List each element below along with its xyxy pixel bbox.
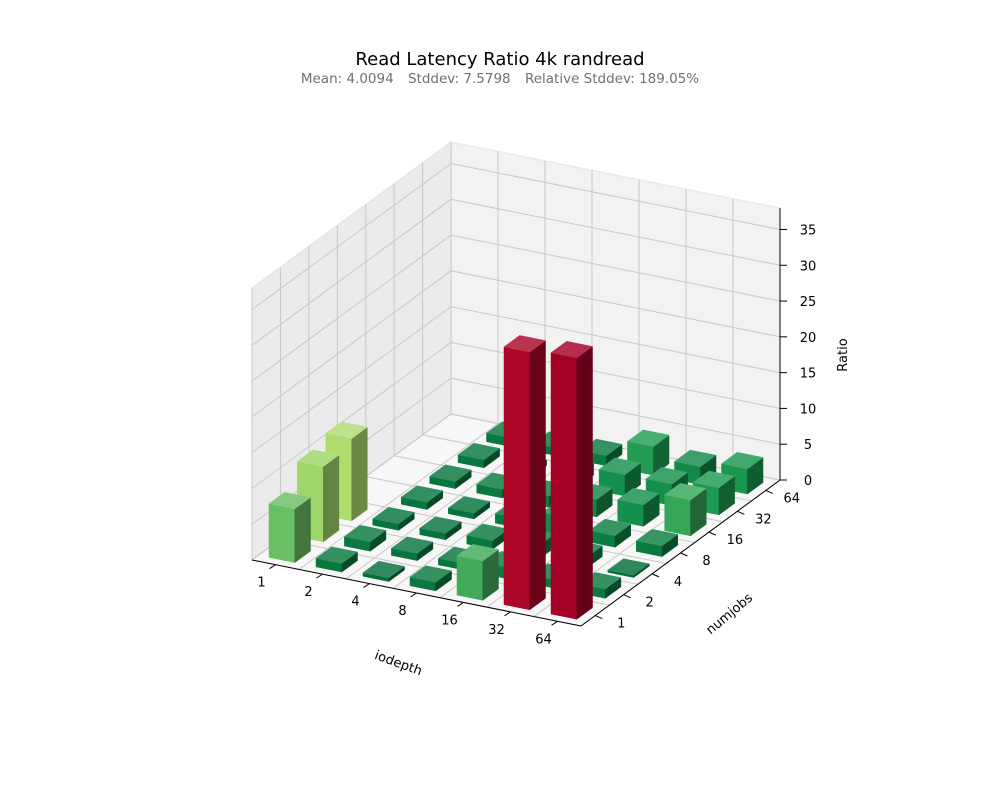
bar-iodepth-16-numjobs-1	[456, 544, 500, 601]
iodepth-axis-label: iodepth	[372, 648, 424, 679]
ratio-tick-label: 5	[804, 438, 812, 453]
iodepth-tick-label: 8	[398, 604, 406, 619]
numjobs-tick	[651, 573, 660, 578]
ratio-tick-label: 0	[804, 474, 812, 489]
ratio-tick-label: 15	[800, 367, 817, 382]
numjobs-tick-label: 2	[646, 596, 654, 611]
iodepth-tick-label: 32	[488, 623, 505, 638]
bar-iodepth-32-numjobs-16	[617, 487, 660, 527]
subtitle-relative-stddev: Relative Stddev: 189.05%	[524, 71, 700, 87]
iodepth-tick	[457, 602, 464, 607]
iodepth-tick-label: 16	[441, 613, 458, 628]
bar-iodepth-4-numjobs-2	[390, 536, 434, 562]
iodepth-tick-label: 2	[304, 585, 312, 600]
bar-iodepth-16-numjobs-32	[598, 457, 642, 497]
grid-line	[251, 306, 781, 454]
numjobs-tick	[708, 531, 717, 536]
chart-title: Read Latency Ratio 4k randread	[355, 49, 645, 70]
numjobs-tick	[765, 489, 773, 494]
ratio-tick-label: 25	[800, 295, 817, 310]
ratio-tick-label: 10	[800, 402, 817, 417]
grid-line	[298, 423, 499, 570]
grid-line	[251, 341, 781, 489]
ratio-tick-label: 35	[800, 223, 817, 238]
ratio-tick-label: 30	[800, 259, 817, 274]
bar-iodepth-32-numjobs-1	[503, 335, 547, 611]
ratio-axis-label: Ratio	[836, 338, 851, 371]
bar-iodepth-2-numjobs-32	[457, 442, 501, 469]
bar-iodepth-32-numjobs-8	[588, 518, 632, 548]
bar-iodepth-2-numjobs-4	[372, 506, 415, 531]
numjobs-tick	[623, 594, 631, 599]
bar-iodepth-1-numjobs-1	[268, 492, 312, 564]
numjobs-tick-label: 8	[702, 554, 710, 569]
subtitle-stddev: Stddev: 7.5798	[408, 71, 511, 87]
grid-line	[251, 234, 781, 382]
grid-line	[251, 198, 781, 346]
ratio-tick-label: 20	[800, 331, 817, 346]
numjobs-tick-label: 1	[617, 617, 625, 632]
numjobs-tick	[737, 510, 745, 515]
bar-iodepth-2-numjobs-1	[315, 546, 359, 573]
grid-line	[251, 162, 781, 310]
numjobs-tick-label: 64	[784, 491, 801, 506]
subtitle-mean: Mean: 4.0094	[300, 71, 394, 87]
chart-subtitle: Mean: 4.0094 Stddev: 7.5798 Relative Std…	[0, 71, 1000, 87]
bar-iodepth-4-numjobs-1	[362, 560, 406, 582]
numjobs-tick	[595, 615, 603, 620]
numjobs-tick-label: 32	[755, 512, 772, 527]
numjobs-axis-label: numjobs	[704, 591, 757, 638]
grid-line	[251, 270, 781, 418]
numjobs-tick-label: 16	[727, 533, 744, 548]
iodepth-tick	[363, 583, 370, 588]
bar-iodepth-64-numjobs-8	[635, 528, 679, 558]
bar-iodepth-64-numjobs-1	[550, 341, 594, 620]
iodepth-tick-label: 64	[535, 632, 552, 647]
bar-iodepth-2-numjobs-8	[400, 485, 444, 510]
iodepth-tick-label: 1	[257, 576, 265, 591]
bar-iodepth-4-numjobs-8	[447, 496, 491, 520]
iodepth-tick	[410, 592, 417, 598]
iodepth-tick	[316, 573, 323, 579]
iodepth-tick	[551, 620, 558, 626]
numjobs-tick-label: 4	[674, 575, 682, 590]
bar-iodepth-4-numjobs-4	[419, 516, 462, 541]
iodepth-tick-label: 4	[351, 595, 359, 610]
iodepth-tick	[269, 564, 276, 570]
bar-iodepth-8-numjobs-1	[409, 565, 453, 592]
bar-iodepth-64-numjobs-4	[607, 558, 650, 578]
bar-iodepth-16-numjobs-64	[626, 429, 670, 476]
bar-iodepth-64-numjobs-16	[664, 483, 707, 537]
iodepth-tick	[504, 611, 511, 617]
bar-iodepth-2-numjobs-16	[429, 464, 472, 490]
bar-iodepth-2-numjobs-2	[343, 524, 387, 552]
numjobs-tick	[680, 552, 688, 557]
